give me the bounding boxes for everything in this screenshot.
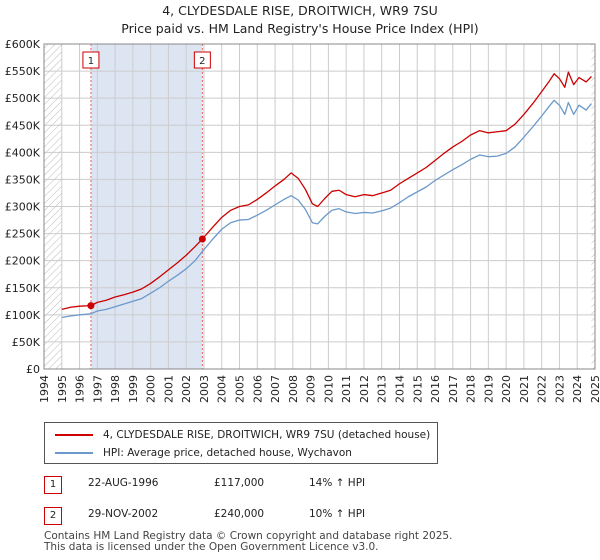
x-tick-label: 2021	[518, 375, 531, 403]
sale-price-1: £117,000	[214, 477, 265, 489]
x-tick-label: 2020	[500, 375, 513, 403]
x-tick-label: 2004	[216, 375, 229, 403]
sale-marker-box-1	[82, 51, 100, 69]
y-tick-label: £450K	[5, 119, 41, 132]
sale-hpi-1: 14% ↑ HPI	[309, 477, 366, 489]
legend-item-hpi: HPI: Average price, detached house, Wych…	[55, 444, 352, 462]
legend-item-property: 4, CLYDESDALE RISE, DROITWICH, WR9 7SU (…	[55, 426, 430, 444]
footer: Contains HM Land Registry data © Crown c…	[44, 531, 452, 553]
x-tick-label: 2015	[411, 375, 424, 403]
hpi-swatch	[55, 452, 93, 454]
x-tick-label: 2024	[571, 375, 584, 403]
y-tick-label: £400K	[5, 146, 41, 159]
y-tick-label: £0	[26, 363, 40, 376]
legend-property-label: 4, CLYDESDALE RISE, DROITWICH, WR9 7SU (…	[103, 429, 431, 441]
sale-point-1	[87, 302, 95, 310]
x-tick-label: 1998	[109, 375, 122, 403]
x-tick-label: 1994	[38, 375, 51, 403]
x-tick-label: 2001	[162, 375, 175, 403]
x-tick-label: 2019	[482, 375, 495, 403]
x-tick-label: 2010	[322, 375, 335, 403]
x-tick-label: 1999	[127, 375, 140, 403]
x-tick-label: 1996	[74, 375, 87, 403]
x-tick-label: 2012	[358, 375, 371, 403]
footer-line-2: This data is licensed under the Open Gov…	[44, 541, 379, 553]
property-price-line	[61, 71, 592, 311]
x-tick-label: 2006	[251, 375, 264, 403]
x-tick-label: 2017	[447, 375, 460, 403]
y-tick-label: £150K	[5, 282, 41, 295]
y-tick-label: £250K	[5, 228, 41, 241]
y-tick-label: £300K	[5, 201, 41, 214]
footer-line-1: Contains HM Land Registry data © Crown c…	[44, 530, 453, 542]
price-chart: 1 2 £0 £50K £100K £150K £200K £250K £300K £350K £…	[5, 38, 600, 403]
x-tick-label: 1995	[56, 375, 69, 403]
sale-badge-2: 2	[44, 507, 62, 525]
x-tick-label: 2023	[553, 375, 566, 403]
x-tick-label: 2003	[198, 375, 211, 403]
legend-hpi-label: HPI: Average price, detached house, Wych…	[103, 447, 352, 459]
sale-price-2: £240,000	[214, 508, 265, 520]
x-tick-label: 2009	[305, 375, 318, 403]
sale-date-1: 22-AUG-1996	[88, 477, 159, 489]
sale-hpi-2: 10% ↑ HPI	[309, 508, 366, 520]
x-tick-label: 2013	[376, 375, 389, 403]
hpi-line	[61, 99, 592, 319]
y-tick-label: £600K	[5, 38, 41, 51]
y-tick-label: £500K	[5, 92, 41, 105]
x-tick-label: 2007	[269, 375, 282, 403]
y-tick-label: £50K	[12, 336, 41, 349]
sale-marker-label-1: 1	[88, 56, 94, 67]
chart-subtitle: Price paid vs. HM Land Registry's House …	[121, 21, 479, 36]
sale-badge-1: 1	[44, 476, 62, 494]
sale-date-2: 29-NOV-2002	[88, 508, 159, 520]
y-tick-label: £200K	[5, 255, 41, 268]
x-tick-label: 2018	[465, 375, 478, 403]
x-tick-label: 2002	[180, 375, 193, 403]
x-tick-label: 2005	[234, 375, 247, 403]
x-tick-label: 2016	[429, 375, 442, 403]
chart-title: 4, CLYDESDALE RISE, DROITWICH, WR9 7SU	[162, 3, 438, 18]
y-tick-label: £100K	[5, 309, 41, 322]
x-tick-label: 2008	[287, 375, 300, 403]
x-tick-label: 2000	[145, 375, 158, 403]
x-tick-label: 2022	[536, 375, 549, 403]
sale-marker-box-2	[193, 51, 211, 69]
x-tick-label: 2011	[340, 375, 353, 403]
x-tick-label: 2025	[589, 375, 600, 403]
x-tick-label: 1997	[91, 375, 104, 403]
y-tick-label: £350K	[5, 173, 41, 186]
y-tick-label: £550K	[5, 65, 41, 78]
plot-frame	[43, 43, 596, 370]
property-swatch	[55, 434, 93, 436]
x-tick-label: 2014	[393, 375, 406, 403]
legend: 4, CLYDESDALE RISE, DROITWICH, WR9 7SU (…	[44, 422, 438, 464]
sale-point-2	[198, 235, 206, 243]
sale-marker-label-2: 2	[199, 56, 205, 67]
